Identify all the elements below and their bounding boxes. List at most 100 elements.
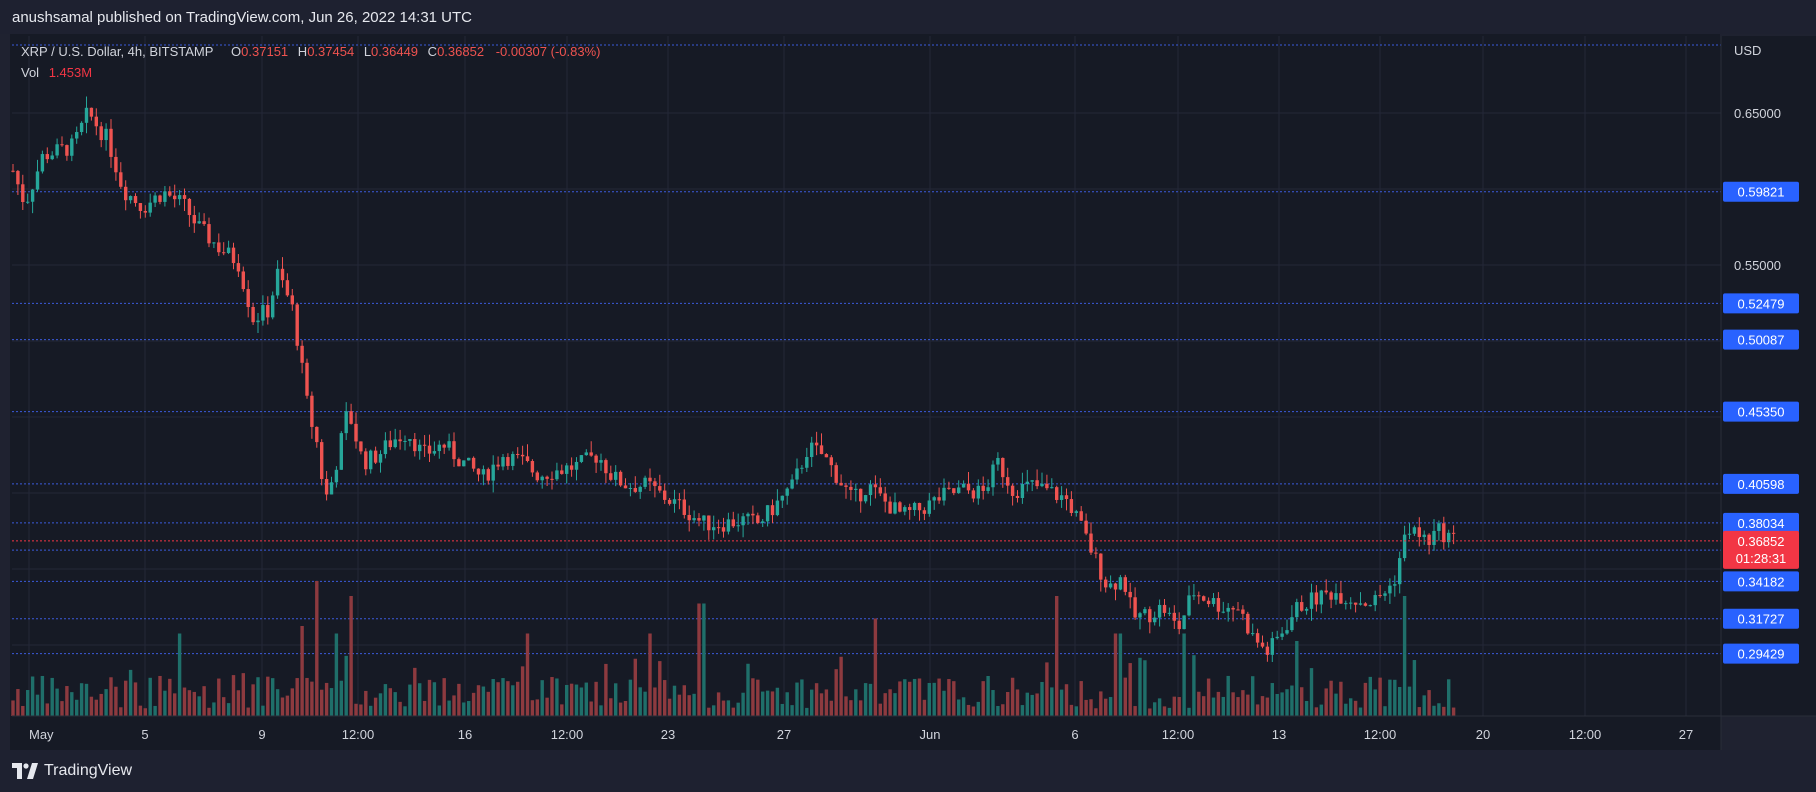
time-axis-background[interactable]	[12, 716, 1721, 750]
volume-bar-218	[1079, 681, 1083, 716]
candle-body-5	[35, 171, 40, 190]
volume-bar-144	[716, 692, 721, 716]
volume-bar-249	[1231, 692, 1235, 716]
candle-body-230	[1138, 613, 1142, 618]
volume-bar-107	[535, 699, 539, 716]
candle-body-23	[124, 186, 128, 201]
volume-bar-240	[1187, 707, 1191, 716]
time-tick-labels: May 5 9 12:00 16 12:00 23 27 Jun 6 12:00 13 12:00 20 1…	[29, 727, 1693, 742]
candle-body-125	[623, 485, 628, 489]
volume-bar-152	[756, 679, 760, 716]
volume-bar-250	[1236, 697, 1240, 716]
candle-body-271	[1339, 593, 1343, 604]
candle-body-135	[672, 499, 677, 504]
candle-body-290	[1432, 530, 1436, 545]
candle-body-84	[422, 444, 427, 446]
candle-body-246	[1216, 598, 1221, 612]
volume-bar-132	[658, 661, 662, 716]
volume-bar-61	[310, 681, 314, 716]
volume-bar-173	[859, 700, 863, 716]
candle-body-18	[99, 126, 103, 141]
volume-bar-163	[810, 689, 814, 716]
candle-body-199	[986, 487, 990, 491]
level-badge-label-9: 0.29429	[1738, 647, 1785, 662]
volume-bar-239	[1182, 633, 1186, 716]
price-chart[interactable]: USD 0.65000 0.55000 0.59821 0.52479 0.50087…	[0, 34, 1816, 750]
volume-bar-10	[60, 701, 64, 716]
candle-body-94	[471, 457, 476, 469]
volume-bar-105	[525, 633, 530, 716]
candle-body-59	[300, 345, 304, 363]
candle-body-103	[516, 453, 520, 455]
candle-body-293	[1447, 532, 1451, 543]
low-label: L	[363, 44, 372, 59]
volume-bar-35	[182, 687, 187, 716]
candle-body-65	[329, 482, 334, 495]
volume-bar-31	[163, 690, 167, 716]
candle-body-169	[839, 482, 843, 486]
volume-bar-93	[467, 701, 471, 716]
volume-bar-229	[1133, 706, 1137, 716]
volume-bar-36	[187, 690, 192, 716]
candle-body-164	[814, 442, 819, 446]
volume-bar-102	[511, 685, 515, 716]
low-value: 0.36449	[371, 44, 419, 59]
volume-bar-24	[128, 669, 133, 716]
volume-bar-211	[1045, 662, 1049, 716]
candle-body-270	[1334, 593, 1338, 600]
volume-bar-209	[1035, 693, 1039, 716]
volume-bar-89	[447, 700, 451, 716]
candle-body-196	[971, 490, 976, 499]
volume-bar-277	[1368, 676, 1372, 716]
candle-body-251	[1241, 609, 1245, 614]
volume-bar-72	[364, 690, 368, 716]
time-tick-3: 12:00	[342, 727, 375, 742]
level-badge-0	[1723, 181, 1799, 202]
candle-body-260	[1285, 630, 1289, 634]
candle-body-171	[849, 486, 853, 490]
candle-body-291	[1437, 523, 1441, 531]
volume-bar-42	[217, 678, 221, 716]
currency-label: USD	[1734, 43, 1761, 58]
candle-body-111	[555, 470, 559, 480]
candle-body-179	[888, 501, 892, 514]
candle-body-83	[418, 444, 422, 452]
time-tick-6: 23	[661, 727, 675, 742]
vol-label[interactable]: Vol	[21, 65, 40, 80]
volume-bar-153	[761, 691, 765, 716]
candle-body-239	[1182, 615, 1186, 630]
volume-bar-146	[726, 700, 731, 716]
candle-body-180	[893, 502, 897, 514]
volume-bar-288	[1422, 695, 1426, 716]
volume-bar-289	[1427, 690, 1431, 716]
candle-body-137	[682, 499, 686, 515]
tradingview-logo[interactable]: TradingView	[12, 762, 132, 780]
candle-body-24	[128, 196, 133, 201]
volume-bar-51	[261, 705, 265, 716]
candle-body-210	[1040, 483, 1044, 487]
candle-body-43	[222, 252, 226, 254]
tradingview-logo-icon	[12, 763, 38, 779]
volume-bar-236	[1167, 707, 1172, 716]
volume-bar-254	[1255, 704, 1260, 716]
candle-body-193	[957, 487, 961, 494]
symbol-label[interactable]: XRP / U.S. Dollar, 4h, BITSTAMP	[21, 44, 214, 59]
volume-bar-66	[334, 633, 339, 716]
volume-bar-86	[432, 682, 437, 716]
volume-legend: Vol 1.453M	[21, 65, 92, 80]
candle-body-47	[241, 271, 245, 290]
price-tick-labels: 0.65000 0.55000	[1734, 106, 1781, 273]
volume-bar-259	[1280, 692, 1284, 716]
volume-bar-108	[540, 680, 544, 716]
candle-body-227	[1123, 577, 1127, 592]
volume-bar-122	[609, 698, 613, 716]
volume-bar-197	[976, 701, 980, 716]
volume-bar-33	[173, 693, 177, 716]
candle-body-182	[903, 507, 907, 512]
volume-bar-269	[1329, 680, 1333, 716]
volume-bar-150	[746, 663, 750, 716]
volume-bar-41	[212, 702, 216, 716]
candle-body-277	[1368, 605, 1372, 607]
price-axis-background[interactable]	[1721, 36, 1816, 716]
change-value: -0.00307 (-0.83%)	[495, 44, 601, 59]
